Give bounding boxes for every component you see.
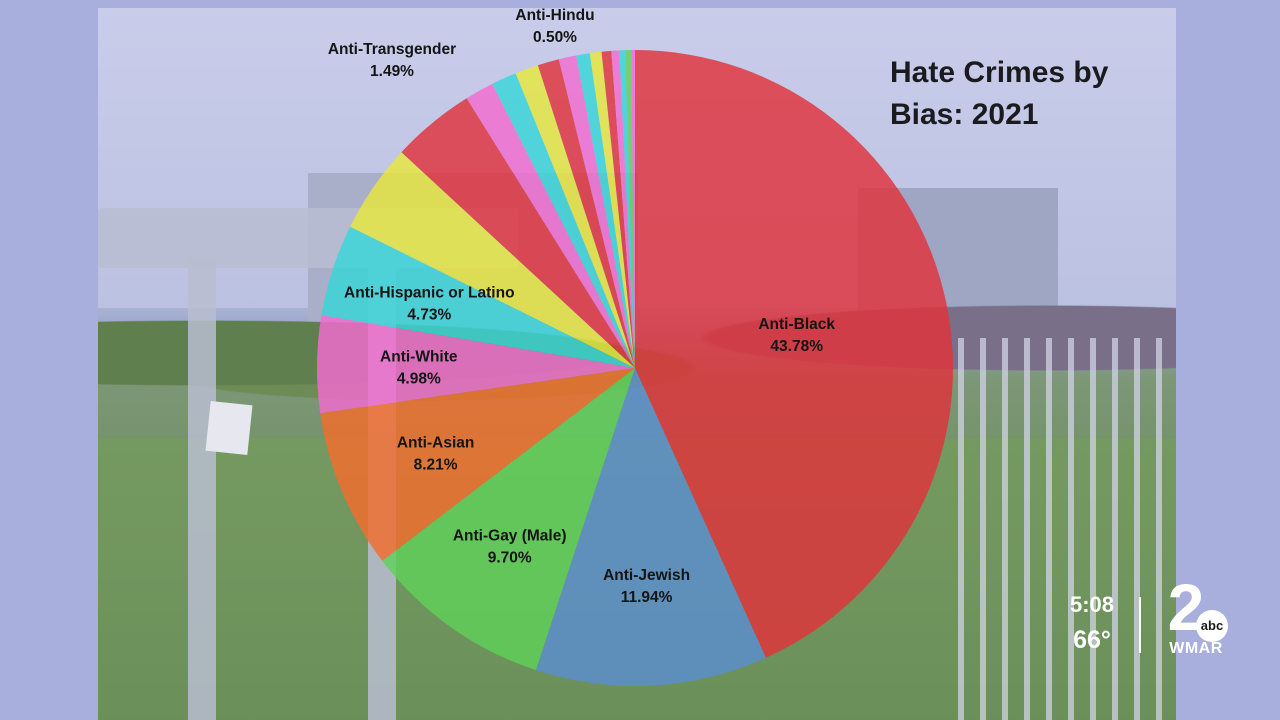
- pie-slice-anti-hispanic-or-latino: [321, 226, 635, 368]
- slice-label-name: Anti-Hispanic or Latino: [344, 284, 515, 301]
- chart-title-line: Bias: 2021: [890, 98, 1039, 131]
- pie-slice-anti-white: [316, 315, 635, 414]
- temperature: 66°: [1073, 626, 1111, 654]
- pie-slice: [350, 152, 635, 368]
- slice-label-name: Anti-Gay (Male): [453, 527, 567, 544]
- pie-slice: [619, 50, 635, 369]
- pie-slice: [576, 53, 635, 368]
- pie-slice: [611, 50, 635, 368]
- pie-slice: [466, 83, 635, 368]
- pie-slice: [625, 50, 635, 369]
- clock-time: 5:08: [1069, 592, 1115, 617]
- slice-label-value: 4.73%: [407, 306, 451, 323]
- abc-logo-icon: abc: [1196, 610, 1228, 642]
- pie-slice: [631, 49, 635, 369]
- chart-title-line: Hate Crimes by: [890, 56, 1109, 89]
- bug-divider: [1139, 597, 1141, 653]
- slice-label-name: Anti-Transgender: [328, 41, 456, 58]
- pie-slice-anti-jewish: [535, 368, 766, 687]
- slice-label-name: Anti-Jewish: [603, 567, 690, 584]
- pie-slice-anti-asian: [320, 368, 635, 561]
- photo-barrier-post: [188, 258, 216, 720]
- pie-slice: [537, 59, 635, 369]
- pie-slice-anti-black: [635, 50, 954, 658]
- pie-slice: [558, 55, 635, 368]
- slice-label-value: 9.70%: [488, 549, 532, 566]
- slice-label-name: Anti-Asian: [397, 435, 475, 452]
- pie-slice-anti-gay-male: [382, 368, 635, 671]
- pie-slice: [589, 51, 635, 369]
- pie-slices: [316, 49, 954, 687]
- photo-fence: [958, 338, 1176, 720]
- slice-label-value: 43.78%: [770, 338, 823, 355]
- station-name: WMAR: [1169, 640, 1223, 657]
- slice-label-value: 0.50%: [533, 29, 577, 46]
- chart-title: Hate Crimes by Bias: 2021: [890, 52, 1190, 136]
- slice-label-value: 1.49%: [370, 63, 414, 80]
- pie-slice: [492, 73, 635, 368]
- pie-labels: Anti-Black 43.78% Anti-Jewish 11.94% Anti-Ga…: [328, 7, 836, 606]
- slice-label-name: Anti-Hindu: [515, 7, 594, 24]
- slice-label-value: 8.21%: [414, 457, 458, 474]
- slice-label-name: Anti-Black: [758, 316, 835, 333]
- slice-label-name: Anti-White: [380, 348, 458, 365]
- pie-slice: [515, 65, 635, 368]
- pie-slice: [401, 98, 635, 368]
- slice-label-value: 11.94%: [621, 589, 673, 606]
- slice-label-value: 4.98%: [397, 370, 441, 387]
- pie-slice: [601, 50, 635, 368]
